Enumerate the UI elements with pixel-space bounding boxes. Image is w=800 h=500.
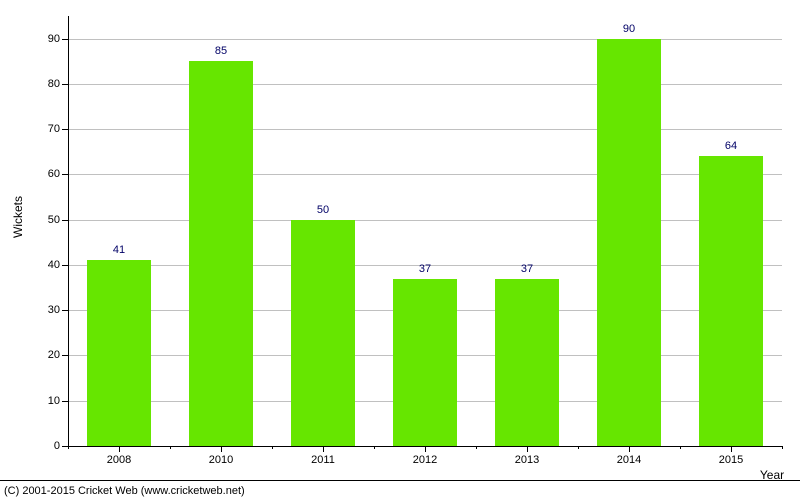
- gridline: [68, 39, 782, 40]
- bar: [291, 220, 354, 446]
- x-tick-label: 2014: [617, 454, 641, 466]
- bar: [699, 156, 762, 446]
- y-tick-label: 70: [40, 123, 60, 135]
- x-tick-label: 2008: [107, 454, 131, 466]
- gridline: [68, 84, 782, 85]
- chart-container: Wickets Year (C) 2001-2015 Cricket Web (…: [0, 0, 800, 500]
- y-axis-line: [68, 16, 69, 446]
- plot-area: [68, 16, 782, 446]
- bar-value-label: 37: [521, 263, 533, 275]
- copyright-text: (C) 2001-2015 Cricket Web (www.cricketwe…: [4, 485, 245, 497]
- gridline: [68, 129, 782, 130]
- x-tick-label: 2015: [719, 454, 743, 466]
- y-tick-label: 0: [40, 440, 60, 452]
- gridline: [68, 220, 782, 221]
- bar: [393, 279, 456, 446]
- y-axis-title: Wickets: [11, 222, 25, 238]
- x-tick-label: 2013: [515, 454, 539, 466]
- y-tick-label: 40: [40, 259, 60, 271]
- gridline: [68, 174, 782, 175]
- bar-value-label: 64: [725, 140, 737, 152]
- y-tick-label: 50: [40, 214, 60, 226]
- bar-value-label: 41: [113, 244, 125, 256]
- y-tick-label: 20: [40, 349, 60, 361]
- x-tick-label: 2011: [311, 454, 335, 466]
- x-tick-label: 2010: [209, 454, 233, 466]
- bar: [495, 279, 558, 446]
- x-axis-line: [68, 446, 782, 447]
- bar-value-label: 37: [419, 263, 431, 275]
- y-tick-label: 90: [40, 33, 60, 45]
- y-tick-label: 80: [40, 78, 60, 90]
- bar: [189, 61, 252, 446]
- bar: [87, 260, 150, 446]
- bar-value-label: 90: [623, 23, 635, 35]
- x-minor-tick: [782, 446, 783, 449]
- bar-value-label: 50: [317, 204, 329, 216]
- footer-divider: [0, 480, 800, 481]
- y-tick-label: 60: [40, 168, 60, 180]
- x-tick-label: 2012: [413, 454, 437, 466]
- y-tick-label: 30: [40, 304, 60, 316]
- y-tick-label: 10: [40, 395, 60, 407]
- bar: [597, 39, 660, 446]
- bar-value-label: 85: [215, 45, 227, 57]
